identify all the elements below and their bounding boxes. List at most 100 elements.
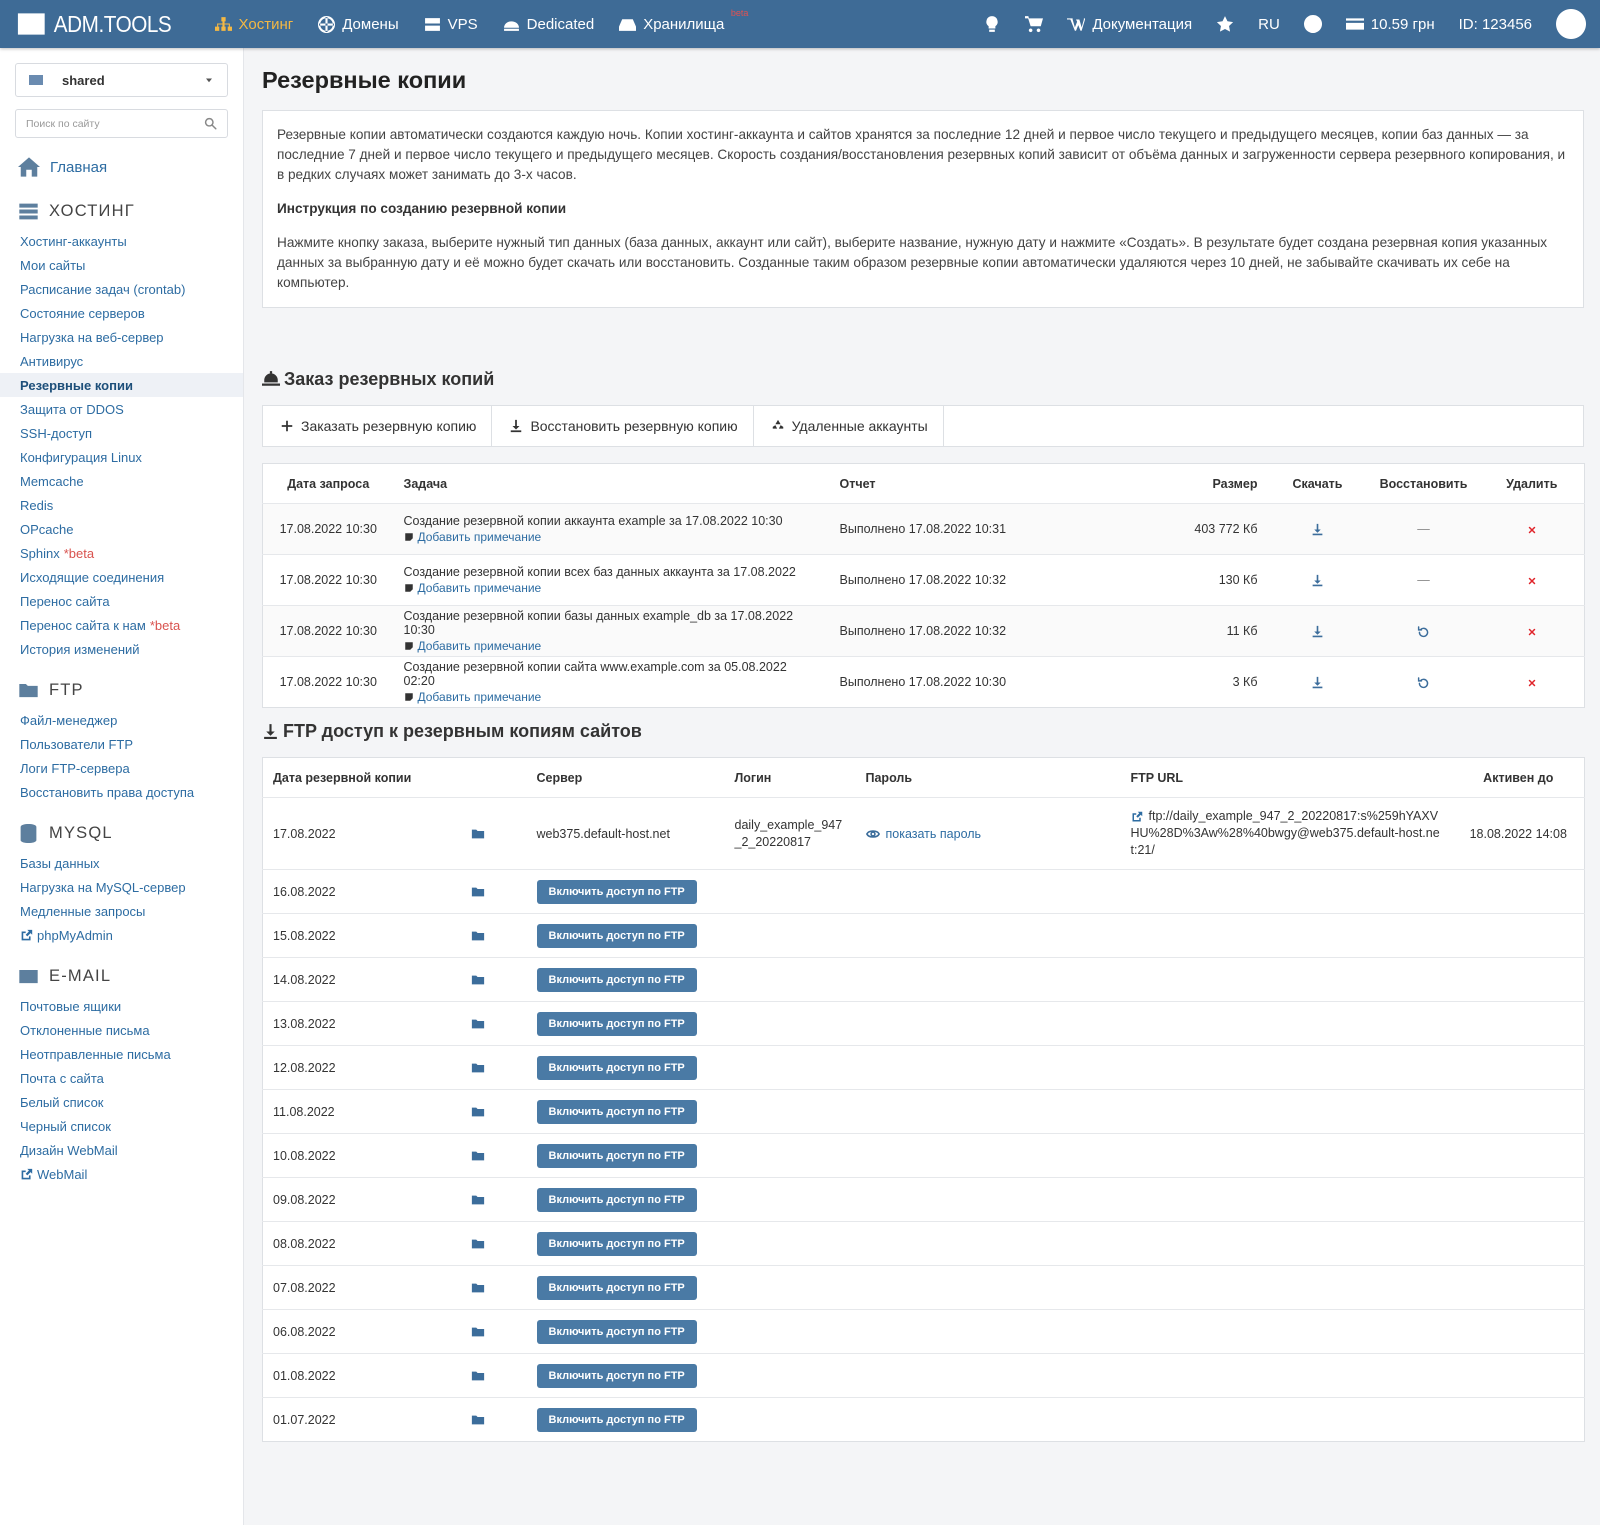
nav-item[interactable]: Хостинг <box>214 16 293 33</box>
add-note[interactable]: Добавить примечание <box>404 581 820 595</box>
enable-ftp-button[interactable]: Включить доступ по FTP <box>536 1099 697 1124</box>
download-button[interactable] <box>1311 624 1324 638</box>
home-link[interactable]: Главная <box>0 152 243 182</box>
docs[interactable]: Документация <box>1067 15 1192 33</box>
enable-ftp-button[interactable]: Включить доступ по FTP <box>536 1363 697 1388</box>
open-folder[interactable] <box>471 826 485 840</box>
sidebar-link[interactable]: Логи FTP-сервера <box>0 756 243 780</box>
delete-button[interactable] <box>1527 675 1537 689</box>
sidebar-link[interactable]: Расписание задач (crontab) <box>0 277 243 301</box>
sidebar-link[interactable]: Конфигурация Linux <box>0 445 243 469</box>
delete-button[interactable] <box>1527 624 1537 638</box>
sidebar-link[interactable]: Файл-менеджер <box>0 708 243 732</box>
restore-button[interactable] <box>1417 624 1430 638</box>
sidebar-link[interactable]: Неотправленные письма <box>0 1042 243 1066</box>
sidebar-link[interactable]: Исходящие соединения <box>0 565 243 589</box>
order-button[interactable]: Восстановить резервную копию <box>492 406 754 446</box>
open-folder[interactable] <box>471 1280 485 1294</box>
sidebar-link[interactable]: Мои сайты <box>0 253 243 277</box>
delete-button[interactable] <box>1527 573 1537 587</box>
add-note[interactable]: Добавить примечание <box>404 530 820 544</box>
order-button[interactable]: Удаленные аккаунты <box>754 406 944 446</box>
sidebar-link[interactable]: Нагрузка на MySQL-сервер <box>0 875 243 899</box>
language[interactable]: RU <box>1258 16 1280 33</box>
enable-ftp-button[interactable]: Включить доступ по FTP <box>536 1275 697 1300</box>
enable-ftp-button[interactable]: Включить доступ по FTP <box>536 1319 697 1344</box>
open-folder[interactable] <box>471 1368 485 1382</box>
enable-ftp-button[interactable]: Включить доступ по FTP <box>536 1055 697 1080</box>
enable-ftp-button[interactable]: Включить доступ по FTP <box>536 1011 697 1036</box>
delete-button[interactable] <box>1527 522 1537 536</box>
open-folder[interactable] <box>471 1236 485 1250</box>
download-button[interactable] <box>1311 522 1324 536</box>
enable-ftp-button[interactable]: Включить доступ по FTP <box>536 1143 697 1168</box>
order-button[interactable]: Заказать резервную копию <box>263 406 493 446</box>
link-text: Логи FTP-сервера <box>20 760 130 776</box>
sidebar-link[interactable]: Отклоненные письма <box>0 1018 243 1042</box>
sidebar-link[interactable]: Нагрузка на веб-сервер <box>0 325 243 349</box>
sidebar-link[interactable]: История изменений <box>0 637 243 661</box>
ftp-url-icon[interactable] <box>1131 809 1143 823</box>
enable-ftp-button[interactable]: Включить доступ по FTP <box>536 967 697 992</box>
add-note[interactable]: Добавить примечание <box>404 690 820 704</box>
sidebar-link[interactable]: Перенос сайта к нам *beta <box>0 613 243 637</box>
nav-item[interactable]: Домены <box>318 15 399 33</box>
sidebar-link[interactable]: Состояние серверов <box>0 301 243 325</box>
sidebar-link[interactable]: OPcache <box>0 517 243 541</box>
sidebar-link[interactable]: Хостинг-аккаунты <box>0 229 243 253</box>
search-input[interactable]: Поиск по сайту <box>15 109 228 138</box>
balance[interactable]: 10.59 грн <box>1345 15 1435 33</box>
sidebar-link[interactable]: Медленные запросы <box>0 899 243 923</box>
enable-ftp-button[interactable]: Включить доступ по FTP <box>536 1231 697 1256</box>
sidebar-link[interactable]: Почта с сайта <box>0 1066 243 1090</box>
theme-toggle[interactable] <box>983 15 1001 33</box>
cart[interactable] <box>1025 15 1044 33</box>
sidebar-link[interactable]: WebMail <box>0 1162 243 1186</box>
logo[interactable]: ADM.TOOLS <box>16 7 172 41</box>
open-folder[interactable] <box>471 1324 485 1338</box>
nav-item[interactable]: Dedicated <box>503 16 594 33</box>
download-button[interactable] <box>1311 675 1324 689</box>
show-password[interactable]: показать пароль <box>865 827 1111 841</box>
download-button[interactable] <box>1311 573 1324 587</box>
avatar[interactable] <box>1556 9 1586 39</box>
favorites[interactable] <box>1216 15 1234 33</box>
sidebar-link[interactable]: Антивирус <box>0 349 243 373</box>
open-folder[interactable] <box>471 1412 485 1426</box>
sidebar-link[interactable]: Восстановить права доступа <box>0 780 243 804</box>
open-folder[interactable] <box>471 928 485 942</box>
sidebar-link[interactable]: Почтовые ящики <box>0 994 243 1018</box>
sidebar-link[interactable]: phpMyAdmin <box>0 923 243 947</box>
sidebar-link[interactable]: Перенос сайта <box>0 589 243 613</box>
open-folder[interactable] <box>471 884 485 898</box>
open-folder[interactable] <box>471 1016 485 1030</box>
sidebar-link[interactable]: Sphinx *beta <box>0 541 243 565</box>
sidebar-link[interactable]: Базы данных <box>0 851 243 875</box>
enable-ftp-button[interactable]: Включить доступ по FTP <box>536 1187 697 1212</box>
enable-ftp-button[interactable]: Включить доступ по FTP <box>536 923 697 948</box>
restore-button[interactable] <box>1417 675 1430 689</box>
nav-item[interactable]: Хранилища beta <box>619 8 748 33</box>
enable-ftp-button[interactable]: Включить доступ по FTP <box>536 1407 697 1432</box>
sidebar-link[interactable]: Redis <box>0 493 243 517</box>
nav-item[interactable]: VPS <box>424 16 478 33</box>
open-folder[interactable] <box>471 972 485 986</box>
account-select[interactable]: shared <box>15 63 228 97</box>
sidebar-link[interactable]: Пользователи FTP <box>0 732 243 756</box>
server-name: web375.default-host.net <box>536 826 670 841</box>
add-note[interactable]: Добавить примечание <box>404 639 820 653</box>
enable-ftp-button[interactable]: Включить доступ по FTP <box>536 879 697 904</box>
sidebar-link[interactable]: Белый список <box>0 1090 243 1114</box>
open-folder[interactable] <box>471 1192 485 1206</box>
open-folder[interactable] <box>471 1148 485 1162</box>
sidebar-link[interactable]: Memcache <box>0 469 243 493</box>
help[interactable] <box>1303 15 1322 33</box>
open-folder[interactable] <box>471 1104 485 1118</box>
sidebar-link[interactable]: SSH-доступ <box>0 421 243 445</box>
open-folder[interactable] <box>471 1060 485 1074</box>
account-id[interactable]: ID: 123456 <box>1459 16 1532 33</box>
sidebar-link[interactable]: Дизайн WebMail <box>0 1138 243 1162</box>
sidebar-link[interactable]: Резервные копии <box>0 373 243 397</box>
sidebar-link[interactable]: Черный список <box>0 1114 243 1138</box>
sidebar-link[interactable]: Защита от DDOS <box>0 397 243 421</box>
